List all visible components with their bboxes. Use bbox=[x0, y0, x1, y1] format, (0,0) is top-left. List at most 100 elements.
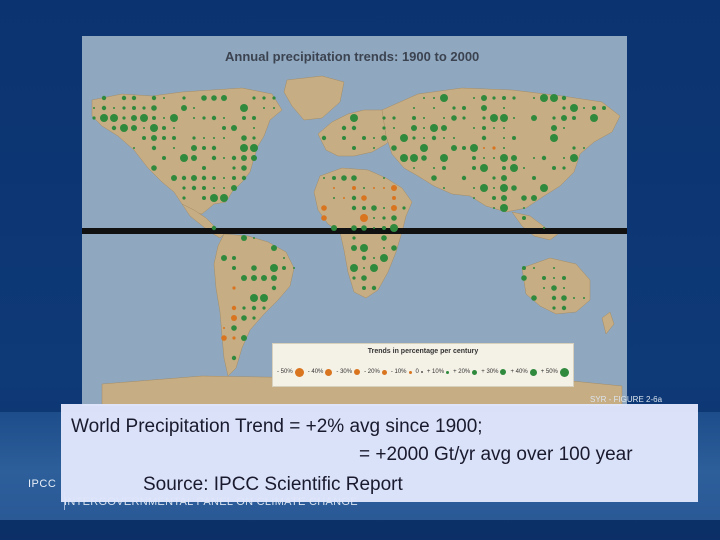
trend-dot bbox=[570, 154, 578, 162]
trend-dot bbox=[360, 244, 368, 252]
legend-item: - 20% bbox=[364, 369, 387, 375]
trend-dot bbox=[421, 155, 427, 161]
trend-dot bbox=[440, 154, 448, 162]
trend-dot bbox=[271, 275, 277, 281]
trend-dot bbox=[223, 327, 225, 329]
trend-dot bbox=[241, 275, 247, 281]
caption-line-1: World Precipitation Trend = +2% avg sinc… bbox=[71, 416, 483, 437]
trend-dot bbox=[473, 187, 475, 189]
trend-dot bbox=[410, 154, 418, 162]
legend-item-dot bbox=[472, 369, 478, 375]
trend-dot bbox=[532, 176, 536, 180]
trend-dot bbox=[361, 275, 367, 281]
trend-dot bbox=[251, 155, 257, 161]
trend-dot bbox=[482, 116, 486, 120]
figure-reference: SYR - FIGURE 2-6a bbox=[590, 395, 663, 404]
legend-item-label: - 40% bbox=[307, 369, 324, 375]
trend-dot bbox=[512, 96, 516, 100]
trend-dot bbox=[231, 355, 237, 361]
trend-dot bbox=[271, 285, 277, 291]
legend-item-label: - 50% bbox=[277, 369, 293, 375]
trend-dot bbox=[553, 267, 555, 269]
trend-dot bbox=[250, 144, 258, 152]
trend-dot bbox=[500, 114, 508, 122]
trend-dot bbox=[240, 104, 248, 112]
trend-dot bbox=[490, 114, 498, 122]
trend-dot bbox=[213, 187, 215, 189]
trend-dot bbox=[391, 245, 397, 251]
trend-dot bbox=[361, 195, 367, 201]
trend-dot bbox=[191, 145, 197, 151]
trend-dot bbox=[231, 325, 237, 331]
trend-dot bbox=[231, 185, 237, 191]
trend-dot bbox=[251, 275, 257, 281]
trend-dot bbox=[561, 95, 567, 101]
trend-dot bbox=[283, 257, 285, 259]
trend-dot bbox=[202, 166, 206, 170]
trend-dot bbox=[151, 105, 157, 111]
trend-dot bbox=[443, 187, 445, 189]
north-america bbox=[91, 87, 283, 215]
trend-dot bbox=[351, 225, 357, 231]
trend-dot bbox=[492, 96, 496, 100]
trend-dot bbox=[552, 306, 556, 310]
trend-dot bbox=[201, 175, 207, 181]
trend-dot bbox=[182, 186, 186, 190]
ipcc-logo: IPCC bbox=[28, 478, 57, 490]
trend-dot bbox=[383, 207, 385, 209]
legend-item-label: - 10% bbox=[390, 369, 407, 375]
trend-dot bbox=[223, 177, 225, 179]
trend-dot bbox=[180, 154, 188, 162]
trend-dot bbox=[561, 115, 567, 121]
trend-dot bbox=[323, 177, 325, 179]
trend-dot bbox=[132, 106, 136, 110]
caption-line-3: Source: IPCC Scientific Report bbox=[143, 474, 403, 495]
trend-dot bbox=[201, 95, 207, 101]
legend-item-label: + 20% bbox=[453, 369, 471, 375]
trend-dot bbox=[241, 155, 247, 161]
trend-dot bbox=[431, 175, 437, 181]
trend-dot bbox=[110, 114, 118, 122]
trend-dot bbox=[423, 127, 425, 129]
trend-dot bbox=[510, 164, 518, 172]
trend-dot bbox=[212, 176, 216, 180]
trend-dot bbox=[241, 175, 247, 181]
trend-dot bbox=[433, 167, 435, 169]
trend-dot bbox=[151, 135, 157, 141]
legend-item-dot bbox=[559, 367, 569, 377]
trend-dot bbox=[252, 96, 256, 100]
legend-item: + 40% bbox=[510, 368, 537, 376]
trend-dot bbox=[193, 117, 195, 119]
trend-dot bbox=[413, 167, 415, 169]
trend-dot bbox=[122, 106, 126, 110]
trend-dot bbox=[373, 217, 375, 219]
trend-dot bbox=[552, 166, 556, 170]
trend-dot bbox=[462, 146, 466, 150]
trend-dot bbox=[443, 117, 445, 119]
trend-dot bbox=[423, 97, 425, 99]
trend-dot bbox=[451, 145, 457, 151]
trend-dot bbox=[263, 107, 265, 109]
trend-dot bbox=[550, 134, 558, 142]
trend-dot bbox=[373, 187, 375, 189]
trend-dot bbox=[602, 106, 606, 110]
trend-dot bbox=[502, 166, 506, 170]
trend-dot bbox=[533, 157, 535, 159]
trend-dot bbox=[253, 127, 255, 129]
trend-dot bbox=[101, 105, 107, 111]
trend-dot bbox=[563, 287, 565, 289]
trend-dot bbox=[381, 135, 387, 141]
trend-dot bbox=[420, 144, 428, 152]
legend-item-dot bbox=[408, 370, 412, 374]
trend-dot bbox=[143, 127, 145, 129]
trend-dot bbox=[252, 316, 256, 320]
trend-dot bbox=[400, 154, 408, 162]
trend-dot bbox=[543, 287, 545, 289]
trend-dot bbox=[142, 106, 146, 110]
trend-dot bbox=[563, 157, 565, 159]
trend-dot bbox=[231, 155, 237, 161]
trend-dot bbox=[271, 245, 277, 251]
legend-item-label: - 20% bbox=[364, 369, 380, 375]
trend-dot bbox=[500, 204, 508, 212]
caption-line-2: = +2000 Gt/yr avg over 100 year bbox=[359, 444, 633, 465]
